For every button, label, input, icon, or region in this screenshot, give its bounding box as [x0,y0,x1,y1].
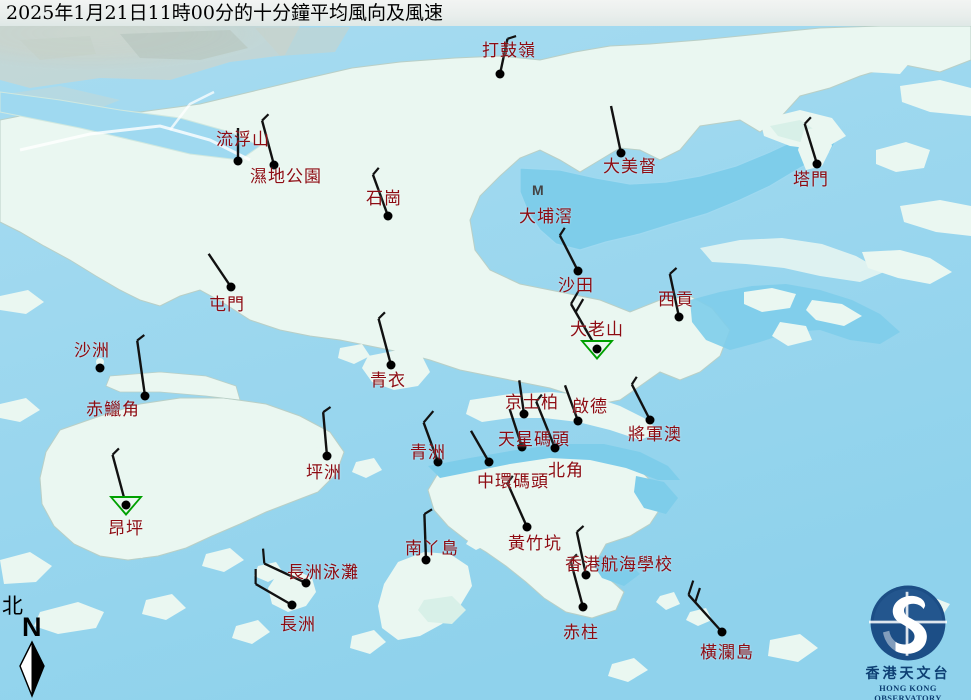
wind-barb [371,167,390,217]
hko-logo-en: HONG KONG OBSERVATORY [874,683,942,700]
station-label: 打鼓嶺 [482,41,536,61]
station-dot[interactable] [226,282,236,292]
station-label: 啟德 [572,397,608,417]
station-label: 沙田 [558,276,594,296]
wind-barb [575,525,588,576]
station-label: 將軍澳 [628,425,682,445]
wind-barb [508,408,524,448]
station-label: 赤鱲角 [86,400,140,420]
station-label: 青衣 [370,371,406,391]
wind-barb [136,334,147,397]
wind-barb [469,430,491,463]
hko-logo-zh: 香港天文台 [865,666,951,682]
station-label: 濕地公園 [250,167,322,187]
station-dot[interactable] [674,312,684,322]
title-bar: 2025年1月21日11時00分的十分鐘平均風向及風速 [0,0,971,26]
wind-barb [558,227,580,272]
wind-barb [207,253,232,288]
wind-barb [630,376,652,421]
wind-barb [254,568,293,607]
station-dot[interactable] [121,500,131,510]
station-dot[interactable] [573,416,583,426]
wind-barb [423,508,433,561]
hko-s-swirl-icon [869,585,947,661]
wind-barb [668,267,681,318]
station-label: 南丫島 [405,539,459,559]
wind-barb [518,380,526,415]
station-dot[interactable] [322,451,332,461]
station-label: 屯門 [209,295,245,315]
station-label: 橫瀾島 [700,643,754,663]
compass-rose: 北 N [2,590,72,700]
station-dot[interactable] [616,148,626,158]
station-label: 長洲 [280,615,316,635]
station-dot[interactable] [592,344,602,354]
station-label: 沙洲 [74,341,110,361]
wind-barb [563,384,580,422]
station-dot[interactable] [140,391,150,401]
wind-barb [498,34,517,75]
station-dot[interactable] [421,555,431,565]
station-label: 西貢 [658,290,694,310]
station-dot[interactable] [812,159,822,169]
station-dot[interactable] [522,522,532,532]
station-dot[interactable] [645,415,655,425]
station-dot[interactable] [519,409,529,419]
station-label: 中環碼頭 [477,472,549,492]
wind-barb [609,105,623,154]
station-dot[interactable] [581,570,591,580]
station-dot[interactable] [433,457,443,467]
station-label: 黃竹坑 [508,534,562,554]
wind-barb [803,116,819,165]
calm-marker: M [532,182,544,198]
station-dot[interactable] [717,627,727,637]
station-dot[interactable] [484,457,494,467]
compass-north-cn: 北 [2,594,23,618]
station-label: 坪洲 [306,463,342,483]
compass-needle-icon [19,640,45,698]
station-label: 石崗 [366,189,402,209]
station-dot[interactable] [578,602,588,612]
station-label: 流浮山 [216,130,270,150]
hko-logo: 香港天文台 HONG KONG OBSERVATORY [848,584,968,700]
wind-barb [321,406,332,457]
station-dot[interactable] [233,156,243,166]
wind-barb [687,580,723,633]
station-dot[interactable] [95,363,105,373]
station-dot[interactable] [287,600,297,610]
wind-barb [377,311,393,366]
station-dot[interactable] [495,69,505,79]
station-dot[interactable] [301,578,311,588]
station-label: 大老山 [570,320,624,340]
wind-barb [535,393,557,449]
station-label: 京士柏 [505,393,559,413]
station-dot[interactable] [383,211,393,221]
station-dot[interactable] [386,360,396,370]
station-label: 塔門 [793,170,829,190]
station-label: 北角 [548,461,584,481]
station-label: 赤柱 [563,623,599,643]
wind-barb [506,475,529,528]
station-label: 青洲 [410,443,446,463]
wind-barb [261,548,307,585]
page-title: 2025年1月21日11時00分的十分鐘平均風向及風速 [6,2,443,24]
wind-barb [569,553,585,608]
station-label: 香港航海學校 [565,555,673,575]
station-label: 長洲泳灘 [287,563,359,583]
compass-north-en: N [22,612,42,642]
wind-barb [422,410,440,463]
station-label: 大美督 [603,157,657,177]
station-label: 大埔滘 [519,207,573,227]
station-dot[interactable] [269,160,279,170]
station-label: 昂坪 [108,519,144,539]
wind-barb [260,113,276,166]
station-dot[interactable] [550,443,560,453]
station-dot[interactable] [573,266,583,276]
station-dot[interactable] [517,442,527,452]
